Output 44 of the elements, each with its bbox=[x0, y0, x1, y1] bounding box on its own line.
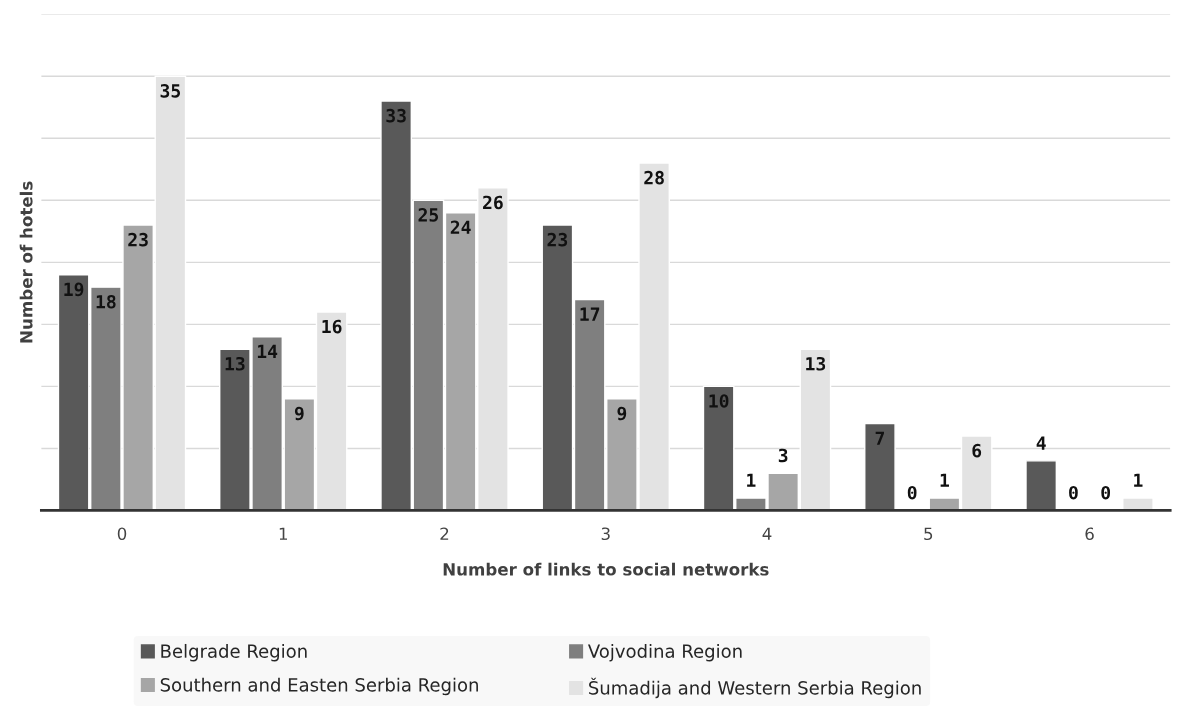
legend-label: Belgrade Region bbox=[161, 643, 307, 662]
data-label: 0 bbox=[1101, 485, 1111, 500]
data-label: 28 bbox=[644, 170, 664, 185]
data-label: 9 bbox=[294, 406, 304, 421]
data-label: 23 bbox=[547, 232, 568, 247]
data-label: 24 bbox=[450, 220, 471, 234]
data-label: 33 bbox=[386, 108, 406, 123]
data-label: 23 bbox=[128, 232, 148, 247]
data-label: 18 bbox=[96, 294, 116, 309]
data-label: 10 bbox=[709, 394, 729, 408]
x-tick-label: 0 bbox=[117, 527, 127, 541]
data-label: 16 bbox=[322, 319, 342, 334]
data-label: 26 bbox=[483, 195, 503, 210]
data-label: 7 bbox=[875, 431, 884, 445]
data-label: 35 bbox=[160, 83, 181, 98]
data-label: 3 bbox=[778, 448, 788, 463]
data-label: 1 bbox=[1134, 473, 1143, 487]
x-tick-label: 1 bbox=[279, 527, 288, 540]
x-tick-label: 4 bbox=[762, 527, 772, 540]
x-tick-label: 5 bbox=[924, 527, 933, 541]
data-label: 0 bbox=[1069, 485, 1078, 500]
data-label: 4 bbox=[1036, 436, 1046, 450]
x-axis-title: Number of links to social networks bbox=[443, 562, 769, 576]
x-tick-label: 6 bbox=[1085, 527, 1094, 541]
data-label: 1 bbox=[747, 473, 756, 487]
data-label: 19 bbox=[64, 282, 84, 297]
data-label: 25 bbox=[418, 208, 439, 222]
legend-label: Southern and Easten Serbia Region bbox=[160, 677, 478, 696]
y-axis-title: Number of hotels bbox=[19, 181, 33, 343]
legend-label: Šumadija and Western Serbia Region bbox=[589, 677, 921, 699]
x-tick-label: 3 bbox=[601, 527, 610, 541]
data-label: 0 bbox=[907, 485, 917, 500]
x-tick-label: 2 bbox=[440, 527, 449, 540]
data-label: 13 bbox=[806, 356, 826, 371]
legend-label: Vojvodina Region bbox=[587, 643, 742, 662]
bar bbox=[1025, 460, 1058, 511]
data-label: 6 bbox=[972, 443, 982, 458]
data-label: 14 bbox=[257, 344, 278, 358]
data-label: 9 bbox=[617, 406, 627, 421]
bar bbox=[1122, 497, 1154, 511]
data-label: 13 bbox=[225, 356, 245, 371]
data-label: 1 bbox=[940, 473, 949, 487]
bar bbox=[864, 422, 896, 511]
data-label: 17 bbox=[580, 307, 600, 321]
